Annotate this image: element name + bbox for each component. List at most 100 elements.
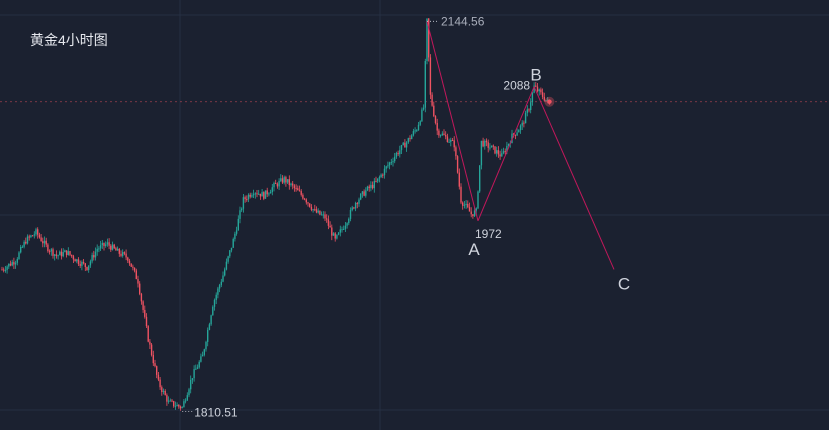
candle-body (62, 252, 64, 257)
candle-body (479, 165, 481, 192)
candle-body (285, 177, 287, 183)
candle-body (261, 192, 263, 197)
candle-body (154, 363, 156, 367)
candle-body (388, 162, 391, 166)
candle-body (276, 183, 279, 187)
candle-body (48, 251, 51, 253)
candle-body (188, 389, 190, 396)
candle-body (361, 191, 364, 194)
candle-body (147, 326, 149, 342)
candle-body (137, 279, 139, 284)
candle-body (35, 229, 37, 235)
wave-label-c: C (618, 274, 630, 293)
candle-body (203, 349, 205, 355)
candle-body (242, 197, 245, 209)
candle-body (218, 285, 221, 289)
candle-body (390, 162, 392, 164)
candle-body (314, 209, 316, 211)
wave-line-segment (426, 21, 479, 221)
candle-body (76, 259, 78, 262)
candle-body (193, 369, 195, 379)
candle-body (422, 107, 425, 110)
candle-body (176, 404, 178, 407)
candle-body (436, 123, 438, 131)
candle-body (252, 194, 255, 196)
candle-body (234, 233, 236, 239)
candle-body (37, 229, 39, 235)
candle-body (246, 199, 248, 201)
candle-body (448, 141, 450, 143)
candle-body (54, 254, 56, 256)
candle-body (378, 177, 381, 179)
candle-body (516, 132, 518, 136)
candle-body (275, 183, 277, 185)
candle-body (392, 161, 394, 163)
candle-body (310, 206, 313, 210)
candle-body (105, 244, 107, 246)
candle-body (305, 199, 307, 203)
candle-body (71, 254, 73, 257)
candle-body (281, 178, 284, 183)
candle-body (460, 186, 462, 203)
candle-body (375, 181, 377, 183)
candle-body (278, 180, 280, 187)
candle-body (196, 367, 199, 369)
candle-body (213, 299, 216, 307)
candle-body (178, 404, 180, 407)
candle-body (145, 316, 148, 327)
candle-body (99, 245, 102, 249)
candle-body (405, 142, 408, 148)
candle-body (166, 395, 168, 402)
candle-body (251, 195, 253, 197)
wave-b-price-label: 2088 (503, 79, 530, 93)
candle-body (249, 194, 251, 197)
candles (1, 18, 551, 411)
candle-body (303, 198, 306, 200)
candle-body (259, 193, 262, 197)
candle-body (157, 374, 160, 380)
candle-body (385, 166, 387, 169)
candle-body (354, 203, 357, 209)
candle-body (118, 248, 120, 254)
candle-body (130, 263, 132, 267)
candle-body (142, 301, 144, 310)
candle-body (57, 255, 59, 257)
candle-body (535, 85, 537, 87)
candle-body (235, 230, 238, 234)
candle-body (286, 179, 289, 183)
candle-body (271, 187, 273, 193)
chart-title: 黄金4小时图 (30, 32, 108, 48)
candle-body (487, 142, 489, 148)
candle-body (492, 145, 494, 147)
candle-body (416, 130, 418, 132)
candle-body (106, 242, 109, 245)
candle-body (20, 246, 22, 253)
candle-body (91, 255, 93, 262)
candle-body (445, 135, 447, 137)
candle-body (67, 251, 69, 255)
candle-body (326, 218, 328, 220)
candle-body (450, 139, 452, 142)
candle-body (353, 207, 355, 209)
candle-body (64, 250, 66, 253)
wave-label-a: A (468, 240, 480, 259)
candle-body (465, 203, 467, 205)
candle-body (11, 262, 13, 266)
wave-line-segment (477, 86, 535, 222)
candle-body (419, 121, 421, 125)
candle-body (26, 236, 29, 244)
candle-body (545, 100, 547, 102)
candle-body (351, 207, 353, 210)
candle-body (88, 265, 90, 271)
candle-body (108, 242, 110, 246)
candle-body (23, 241, 25, 247)
candle-body (383, 168, 386, 176)
candle-body (38, 234, 41, 238)
candle-body (132, 266, 134, 268)
candle-body (86, 266, 88, 271)
candle-body (366, 186, 369, 191)
candle-body (8, 263, 10, 267)
candle-body (421, 109, 423, 122)
candle-body (431, 94, 433, 106)
